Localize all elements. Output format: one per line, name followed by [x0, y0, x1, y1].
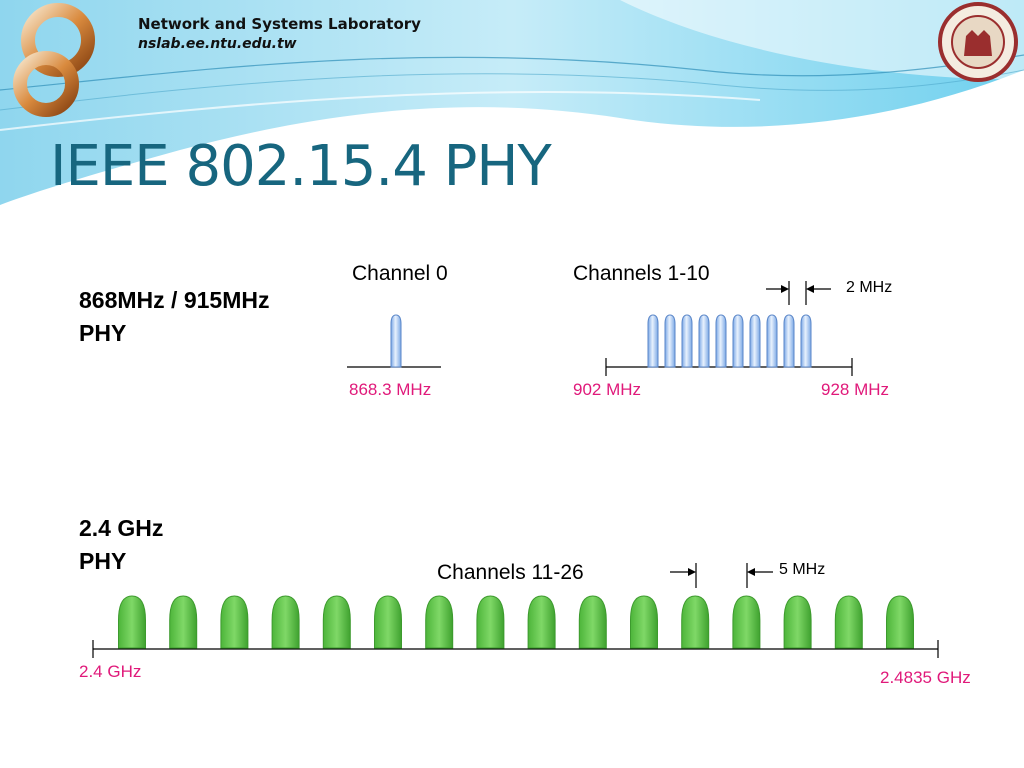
- lab-name: Network and Systems Laboratory: [138, 15, 421, 33]
- phy-label-868-915: 868MHz / 915MHz PHY: [79, 284, 269, 350]
- infinity-logo-icon: [13, 3, 95, 117]
- channel-11-26-lobe-8: [476, 595, 505, 649]
- channel-11-26-lobe-9: [527, 595, 556, 649]
- phy-label-2-4: 2.4 GHz PHY: [79, 512, 163, 578]
- channel-11-26-lobe-16: [886, 595, 914, 649]
- channel-1-10-lobe-1: [647, 314, 659, 368]
- channel-11-26-lobe-11: [630, 595, 658, 649]
- channel-1-10-lobe-2: [664, 314, 676, 368]
- channel-1-10-lobe-3: [681, 314, 693, 368]
- channel-1-10-lobe-7: [749, 314, 761, 368]
- freq-902-label: 902 MHz: [573, 380, 642, 399]
- channel-11-26-lobe-14: [783, 595, 812, 649]
- channel-1-10-lobe-5: [715, 314, 727, 368]
- spacing-2mhz-marker: [766, 281, 831, 305]
- header-background: [0, 0, 1024, 205]
- lab-header: Network and Systems Laboratory nslab.ee.…: [138, 14, 421, 54]
- channel-11-26-lobe-13: [732, 595, 761, 649]
- channels-11-26-label: Channels 11-26: [437, 561, 584, 584]
- lab-url: nslab.ee.ntu.edu.tw: [138, 36, 297, 52]
- freq-2-4-label: 2.4 GHz: [79, 662, 142, 681]
- channel-11-26-lobe-15: [834, 595, 863, 649]
- channel-1-10-lobe-8: [766, 314, 778, 368]
- channel-11-26-lobe-1: [118, 595, 146, 649]
- channels-1-10-label: Channels 1-10: [573, 262, 710, 285]
- phy-label-868-915-line1: 868MHz / 915MHz: [79, 287, 270, 313]
- channel-11-26-lobe-7: [425, 595, 454, 649]
- channel-11-26-lobe-3: [220, 595, 249, 649]
- channel-11-26-lobe-10: [578, 595, 607, 649]
- freq-868-3-label: 868.3 MHz: [349, 380, 432, 399]
- freq-928-label: 928 MHz: [821, 380, 890, 399]
- channel-0-label: Channel 0: [352, 262, 448, 285]
- spacing-5mhz-label: 5 MHz: [779, 561, 826, 578]
- channel-11-26-lobe-6: [374, 595, 402, 649]
- channel-11-26-lobe-4: [271, 595, 300, 649]
- channel-11-26-lobe-5: [322, 595, 351, 649]
- channel-1-10-lobe-4: [698, 314, 710, 368]
- channel-11-26-lobe-2: [169, 595, 198, 649]
- channel-1-10-lobe-9: [783, 314, 795, 368]
- phy-label-2-4-line1: 2.4 GHz: [79, 515, 164, 541]
- channel-11-26-lobe-12: [681, 595, 710, 649]
- channel-0-lobe-1: [390, 314, 402, 368]
- freq-2-4835-label: 2.4835 GHz: [880, 668, 971, 687]
- channel-1-10-lobe-10: [800, 314, 812, 368]
- page-title: IEEE 802.15.4 PHY: [50, 134, 552, 199]
- university-seal-icon: [938, 2, 1018, 82]
- spacing-2mhz-label: 2 MHz: [846, 279, 893, 296]
- phy-label-868-915-line2: PHY: [79, 320, 127, 346]
- phy-label-2-4-line2: PHY: [79, 548, 127, 574]
- spacing-5mhz-marker: [670, 563, 773, 588]
- channel-1-10-lobe-6: [732, 314, 744, 368]
